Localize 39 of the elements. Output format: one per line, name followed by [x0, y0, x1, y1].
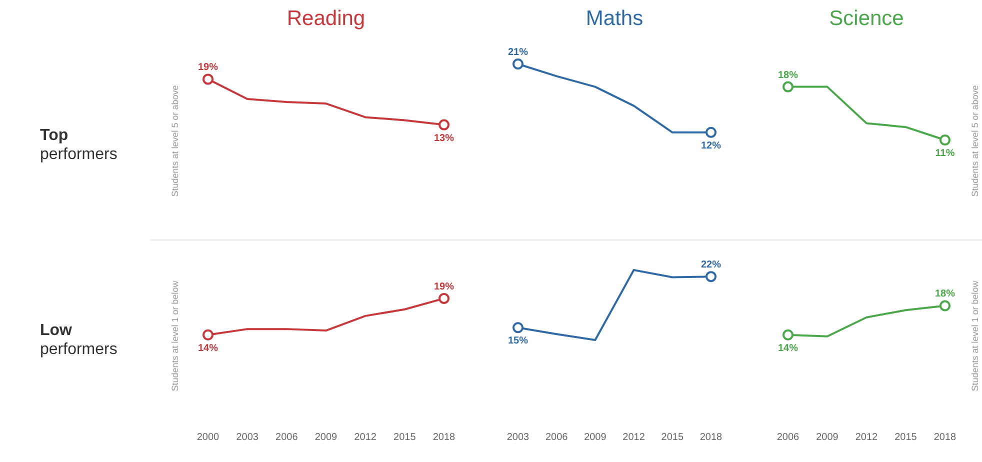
- x-tick-label: 2009: [584, 432, 607, 443]
- data-label: 21%: [508, 47, 528, 58]
- y-axis-title: Students at level 5 or above: [170, 85, 180, 197]
- x-tick-label: 2018: [432, 432, 456, 443]
- chart-title: Reading: [286, 7, 366, 30]
- x-tick-label: 2018: [934, 432, 957, 443]
- x-tick-label: 2015: [661, 432, 684, 443]
- x-tick-label: 2006: [545, 432, 568, 443]
- y2-axis-title: Students at level 1 or below: [970, 280, 980, 392]
- data-label: 11%: [935, 148, 955, 159]
- x-tick-label: 2003: [506, 432, 530, 443]
- data-label: 15%: [508, 336, 528, 347]
- data-label: 18%: [778, 70, 798, 81]
- x-tick-label: 2006: [276, 432, 298, 443]
- data-label: 18%: [934, 288, 956, 300]
- chart-title: Science: [829, 7, 904, 30]
- text: Low performers: [40, 322, 118, 358]
- x-tick-label: 2012: [855, 432, 878, 443]
- y-axis-title: Students at level 1 or below: [170, 280, 180, 392]
- text: Top performers: [40, 127, 118, 163]
- x-tick-label: 2015: [394, 432, 416, 443]
- x-tick-label: 2018: [700, 432, 723, 443]
- data-label: 14%: [198, 342, 218, 354]
- x-tick-label: 2006: [776, 432, 800, 443]
- x-tick-label: 2003: [236, 432, 259, 443]
- data-label: 22%: [700, 260, 722, 271]
- x-tick-label: 2015: [894, 432, 918, 443]
- x-tick-label: 2012: [354, 432, 377, 443]
- data-label: 19%: [434, 281, 454, 292]
- data-label: 13%: [434, 132, 454, 144]
- chart-title: Maths: [586, 7, 644, 30]
- data-label: 12%: [700, 140, 722, 152]
- x-tick-label: 2000: [196, 432, 220, 443]
- y2-axis-title: Students at level 5 or above: [970, 85, 980, 197]
- x-tick-label: 2009: [314, 432, 338, 443]
- data-label: 19%: [198, 62, 218, 74]
- data-label: 14%: [778, 342, 798, 354]
- x-tick-label: 2009: [816, 432, 839, 443]
- x-tick-label: 2012: [622, 432, 646, 443]
